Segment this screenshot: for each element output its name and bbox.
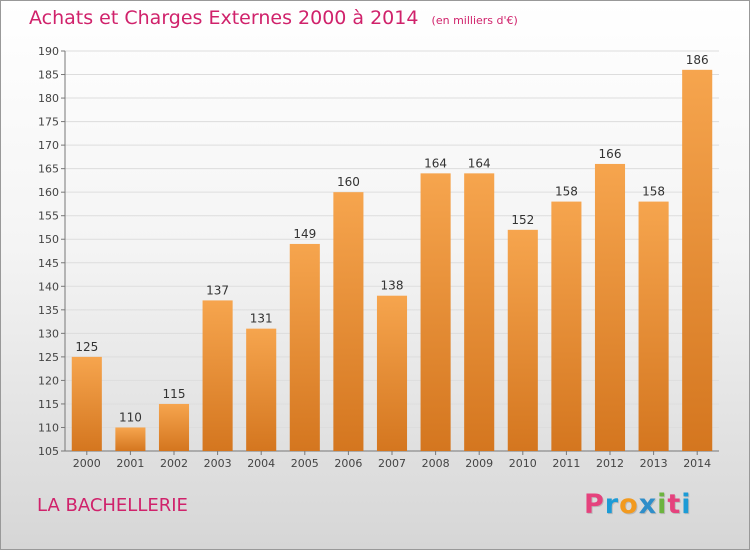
bar-2004 (246, 328, 277, 451)
data-label-2000: 125 (75, 340, 98, 354)
y-tick-label: 180 (38, 92, 59, 105)
y-tick-label: 120 (38, 374, 59, 387)
bar-2014 (682, 69, 713, 451)
x-tick-label: 2004 (247, 457, 275, 470)
x-tick-label: 2001 (116, 457, 144, 470)
y-tick-label: 155 (38, 210, 59, 223)
x-tick-label: 2011 (552, 457, 580, 470)
commune-name: LA BACHELLERIE (37, 495, 188, 516)
y-tick-label: 175 (38, 116, 59, 129)
logo-letter: o (619, 489, 639, 520)
data-label-2002: 115 (163, 387, 186, 401)
bar-2007 (376, 295, 408, 451)
y-tick-label: 130 (38, 327, 59, 340)
x-tick-label: 2014 (683, 457, 711, 470)
bar-2013 (638, 201, 669, 451)
logo-letter: x (638, 489, 658, 520)
data-label-2009: 164 (468, 156, 491, 170)
y-tick-label: 125 (38, 351, 59, 364)
y-tick-label: 170 (38, 139, 59, 152)
x-tick-label: 2008 (422, 457, 450, 470)
x-tick-label: 2000 (73, 457, 101, 470)
data-label-2001: 110 (119, 410, 142, 424)
data-label-2012: 166 (599, 147, 622, 161)
bars (71, 69, 713, 452)
x-tick-label: 2005 (291, 457, 319, 470)
logo-letter: t (667, 489, 682, 520)
y-tick-label: 110 (38, 421, 59, 434)
y-tick-label: 115 (38, 398, 59, 411)
data-label-2006: 160 (337, 175, 360, 189)
proxiti-logo[interactable]: Proxiti (584, 489, 692, 520)
logo-letter: i (681, 489, 692, 520)
bar-2009 (464, 173, 495, 451)
y-tick-label: 105 (38, 445, 59, 458)
bar-2001 (115, 427, 146, 451)
x-tick-label: 2010 (509, 457, 537, 470)
chart-title: Achats et Charges Externes 2000 à 2014 (29, 7, 419, 29)
x-tick-label: 2003 (204, 457, 232, 470)
data-labels: 125 110 115 137 131 149 160 138 164 164 152 158 166 1… (75, 53, 708, 425)
x-tick-label: 2007 (378, 457, 406, 470)
y-tick-label: 165 (38, 163, 59, 176)
y-tick-label: 150 (38, 233, 59, 246)
logo-letter: i (657, 489, 668, 520)
bar-2003 (202, 300, 233, 451)
data-label-2010: 152 (511, 213, 534, 227)
title-row: Achats et Charges Externes 2000 à 2014 (… (29, 7, 518, 29)
logo-letter: r (604, 489, 620, 520)
data-label-2007: 138 (381, 279, 404, 293)
data-label-2014: 186 (686, 53, 709, 67)
x-tick-label: 2012 (596, 457, 624, 470)
bar-2008 (420, 173, 451, 451)
bar-2006 (333, 192, 364, 452)
logo-letter: P (584, 489, 605, 520)
data-label-2011: 158 (555, 185, 578, 199)
data-label-2005: 149 (293, 227, 316, 241)
y-tick-label: 140 (38, 280, 59, 293)
bar-2002 (158, 403, 190, 451)
y-tick-label: 145 (38, 257, 59, 270)
y-tick-label: 185 (38, 69, 59, 82)
bar-2010 (507, 229, 538, 451)
bar-2012 (594, 163, 626, 452)
bar-2005 (289, 243, 320, 451)
data-label-2008: 164 (424, 156, 447, 170)
data-label-2003: 137 (206, 283, 229, 297)
axes: 105 110 115 120 125 130 135 140 145 150 155 160 165 1… (38, 45, 719, 470)
x-tick-label: 2013 (640, 457, 668, 470)
x-tick-label: 2006 (334, 457, 362, 470)
data-label-2004: 131 (250, 312, 273, 326)
y-tick-label: 135 (38, 304, 59, 317)
y-tick-label: 160 (38, 186, 59, 199)
chart-subtitle: (en milliers d'€) (431, 14, 518, 27)
data-label-2013: 158 (642, 185, 665, 199)
x-tick-label: 2002 (160, 457, 188, 470)
bar-2000 (71, 356, 102, 451)
bar-2011 (551, 201, 582, 451)
y-tick-label: 190 (38, 45, 59, 58)
x-tick-label: 2009 (465, 457, 493, 470)
